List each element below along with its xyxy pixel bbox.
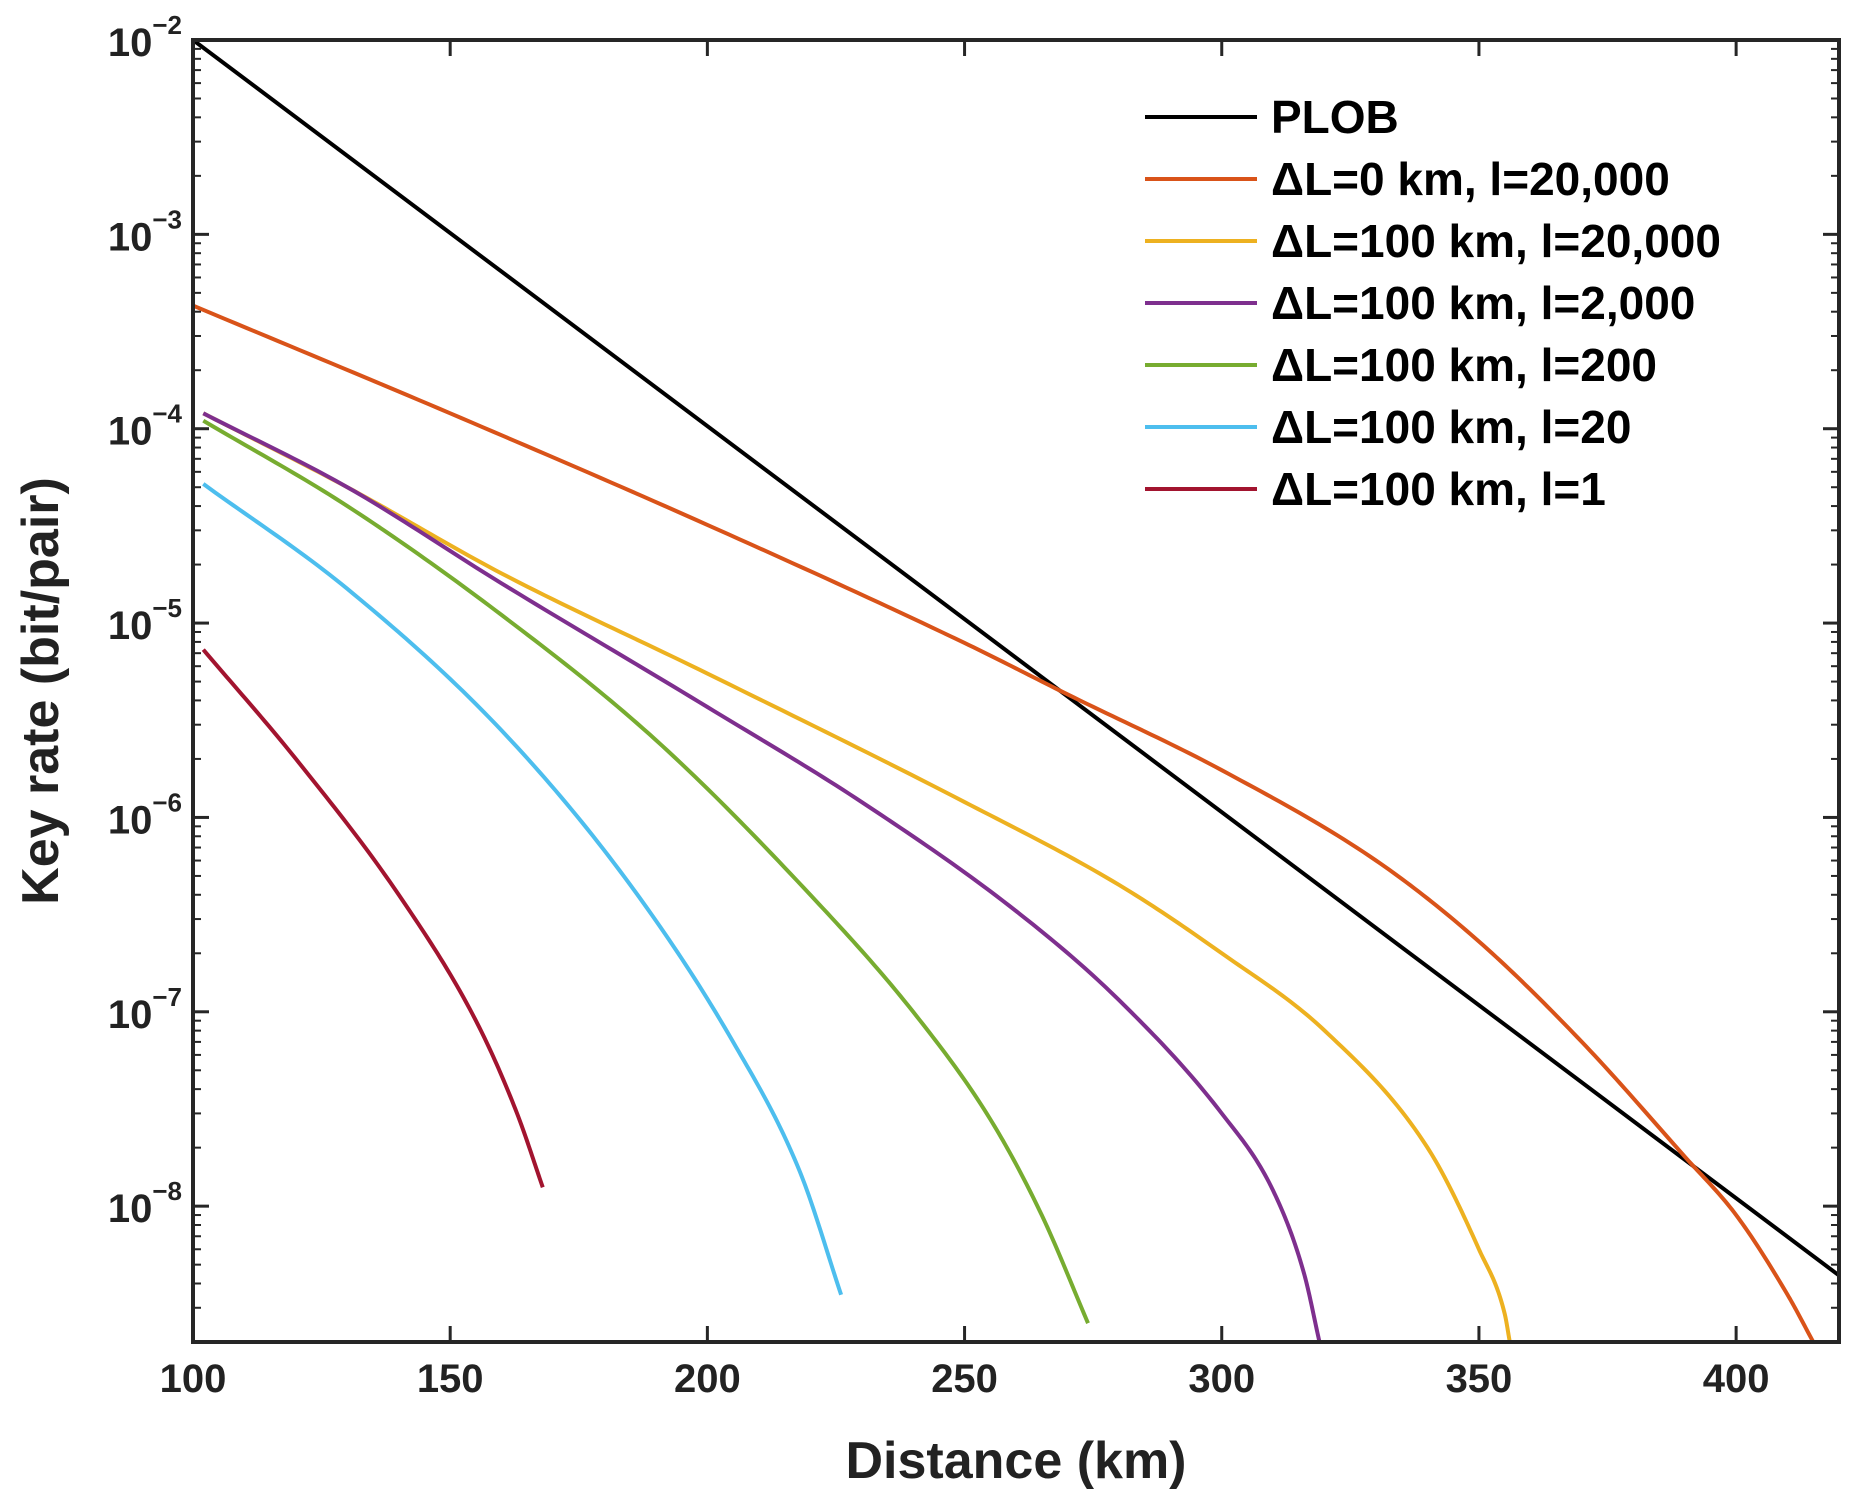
legend-label-6: ΔL=100 km, l=1	[1271, 463, 1606, 515]
y-tick-label: 10−4	[108, 399, 183, 454]
y-tick-labels: 10−2 10−3 10−4 10−5 10−6 10−7 10−8	[108, 10, 183, 1231]
plot-frame	[191, 38, 1841, 1344]
y-tick-label: 10−7	[108, 982, 182, 1037]
legend-label-5: ΔL=100 km, l=20	[1271, 401, 1631, 453]
series-line-5	[202, 482, 844, 1296]
legend-label-0: PLOB	[1271, 91, 1399, 143]
series-line-1	[193, 303, 1816, 1342]
x-tick-label: 200	[674, 1357, 741, 1401]
legend-label-1: ΔL=0 km, l=20,000	[1271, 153, 1670, 205]
series-line-0	[193, 40, 1839, 1278]
series-line-6	[201, 648, 545, 1188]
y-tick-label: 10−3	[108, 204, 182, 259]
x-tick-label: 400	[1703, 1357, 1770, 1401]
x-axis-title: Distance (km)	[846, 1432, 1187, 1490]
series-line-4	[202, 418, 1090, 1324]
y-tick-label: 10−2	[108, 10, 182, 65]
x-tick-label: 350	[1446, 1357, 1513, 1401]
x-tick-label: 250	[931, 1357, 998, 1401]
series-line-3	[202, 411, 1322, 1342]
y-tick-label: 10−6	[108, 787, 182, 842]
legend-label-2: ΔL=100 km, l=20,000	[1271, 215, 1721, 267]
x-tick-label: 300	[1188, 1357, 1255, 1401]
x-tick-label: 100	[160, 1357, 227, 1401]
legend-label-4: ΔL=100 km, l=200	[1271, 339, 1657, 391]
x-tick-labels: 100 150 200 250 300 350 400	[160, 1357, 1770, 1401]
legend-label-3: ΔL=100 km, l=2,000	[1271, 277, 1695, 329]
y-axis-title: Key rate (bit/pair)	[12, 477, 70, 905]
legend: PLOB ΔL=0 km, l=20,000 ΔL=100 km, l=20,000…	[1145, 91, 1721, 515]
series-layer	[193, 40, 1839, 1342]
y-tick-label: 10−5	[108, 593, 182, 648]
x-tick-label: 150	[417, 1357, 484, 1401]
y-tick-label: 10−8	[108, 1176, 182, 1231]
series-line-2	[202, 411, 1512, 1342]
